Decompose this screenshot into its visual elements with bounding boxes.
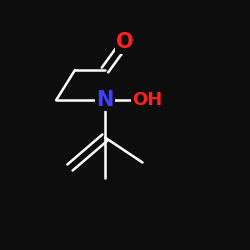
Text: O: O — [116, 32, 134, 52]
Text: N: N — [96, 90, 114, 110]
Text: OH: OH — [132, 91, 162, 109]
